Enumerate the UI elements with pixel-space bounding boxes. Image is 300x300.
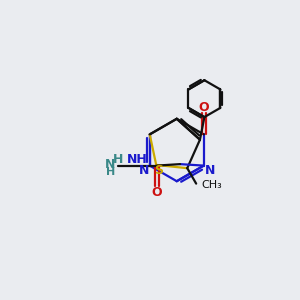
Text: H: H xyxy=(112,153,123,166)
Text: N: N xyxy=(205,164,215,177)
Text: O: O xyxy=(199,101,209,114)
Text: NH: NH xyxy=(127,153,148,166)
Text: S: S xyxy=(154,164,163,177)
Text: N: N xyxy=(105,158,116,171)
Text: CH₃: CH₃ xyxy=(201,180,222,190)
Text: H: H xyxy=(106,167,115,177)
Text: N: N xyxy=(139,164,149,178)
Text: O: O xyxy=(151,186,161,199)
